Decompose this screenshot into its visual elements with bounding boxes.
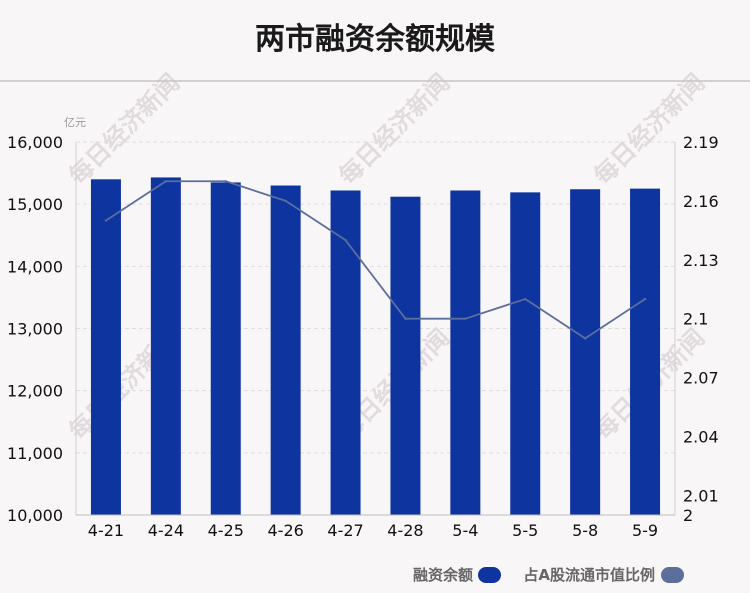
left-axis-ticks: 10,000 11,000 12,000 13,000 14,000 15,000 16,0… — [7, 133, 63, 525]
left-axis-tick-label: 10,000 — [7, 506, 63, 525]
line-point — [643, 297, 647, 301]
chart-title: 两市融资余额规模 — [255, 22, 495, 57]
left-axis-tick-label: 15,000 — [7, 195, 63, 214]
legend-swatch-balance — [478, 567, 501, 583]
x-axis-tick-label: 5-4 — [452, 521, 478, 540]
bar — [510, 192, 541, 516]
x-axis-tick-label: 4-28 — [387, 521, 423, 540]
left-axis-tick-label: 16,000 — [7, 133, 63, 152]
watermark-text: 每日经济新闻 — [334, 69, 456, 191]
bar — [150, 177, 181, 515]
bar — [210, 182, 241, 516]
legend: 融资余额 占A股流通市值比例 — [413, 566, 684, 584]
x-axis-tick-label: 4-24 — [148, 521, 184, 540]
line-point — [224, 180, 227, 183]
left-axis-tick-label: 12,000 — [7, 382, 63, 401]
right-axis-tick-label: 2.1 — [683, 310, 708, 329]
bar — [90, 179, 121, 516]
right-axis-tick-label: 2.16 — [683, 192, 719, 211]
left-axis-tick-label: 13,000 — [7, 320, 63, 339]
right-axis-tick-label: 2 — [683, 506, 693, 525]
watermark-text: 每日经济新闻 — [589, 69, 711, 191]
bar — [450, 190, 481, 516]
right-axis-tick-label: 2.04 — [683, 427, 719, 446]
line-point — [524, 297, 527, 301]
x-axis-tick-label: 4-25 — [208, 521, 244, 540]
line-point — [583, 337, 587, 340]
right-axis-tick-label: 2.07 — [683, 369, 719, 388]
right-axis-tick-label: 2.13 — [683, 251, 719, 270]
x-axis-tick-label: 5-8 — [572, 521, 598, 540]
watermark-text: 每日经济新闻 — [64, 69, 186, 191]
legend-label-balance: 融资余额 — [413, 566, 473, 584]
line-point — [464, 317, 467, 320]
x-axis-ticks: 4-21 4-24 4-25 4-26 4-27 4-28 5-4 5-5 5-8 5-9 — [88, 521, 658, 540]
right-axis-ticks: 22.01 2.04 2.07 2.1 2.13 2.16 2.19 — [683, 133, 719, 525]
bar-series — [90, 177, 661, 516]
bar — [570, 189, 601, 515]
line-series — [104, 180, 647, 340]
left-axis-tick-label: 14,000 — [7, 257, 63, 276]
x-axis-tick-label: 5-9 — [632, 521, 658, 540]
legend-swatch-ratio — [661, 567, 684, 583]
x-axis-tick-label: 4-21 — [88, 521, 124, 540]
line-point — [284, 199, 287, 203]
axes — [75, 142, 676, 516]
x-axis-tick-label: 4-27 — [327, 521, 363, 540]
right-axis-tick-label: 2.01 — [683, 486, 719, 505]
x-axis-tick-label: 4-26 — [267, 521, 303, 540]
bar — [390, 196, 421, 515]
left-axis-tick-label: 11,000 — [7, 444, 63, 463]
x-axis-tick-label: 5-5 — [512, 521, 538, 540]
legend-label-ratio: 占A股流通市值比例 — [523, 566, 655, 584]
bar — [270, 185, 301, 515]
right-axis-tick-label: 2.19 — [683, 133, 719, 152]
line-point — [164, 180, 168, 183]
ratio-line — [105, 180, 646, 340]
line-point — [104, 219, 108, 222]
y-axis-unit-label: 亿元 — [64, 116, 86, 129]
bar — [630, 188, 661, 515]
bar — [330, 190, 361, 516]
line-point — [344, 238, 347, 242]
line-point — [404, 317, 407, 320]
